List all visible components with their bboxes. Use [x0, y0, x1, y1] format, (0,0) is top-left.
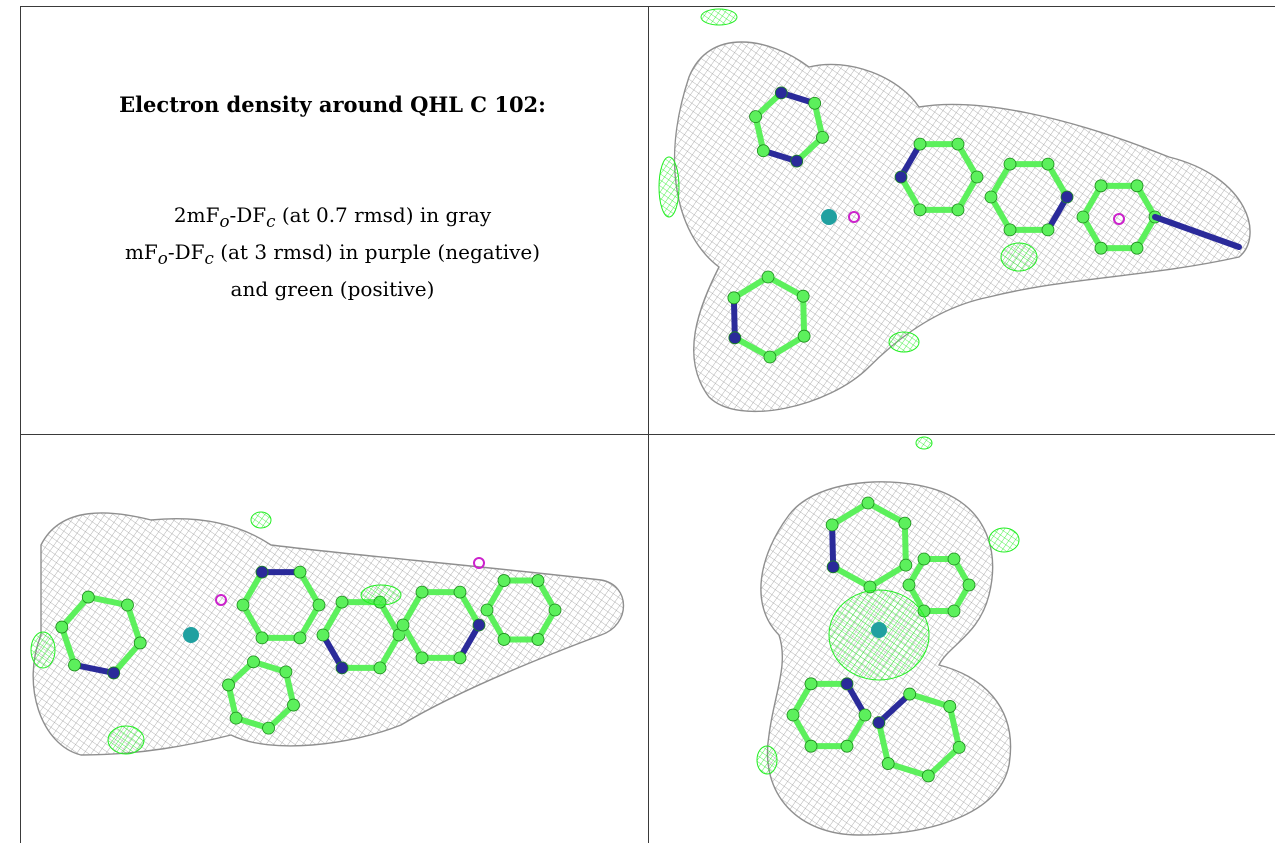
density-view-bottom-left — [21, 435, 648, 843]
caption-title: Electron density around QHL C 102: — [119, 92, 546, 117]
table-border-left — [20, 6, 21, 843]
electron-density-map-icon — [756, 436, 1020, 836]
table-divider-horizontal — [20, 434, 1275, 435]
table-divider-vertical — [648, 6, 649, 843]
caption-legend: 2mFo-DFc (at 0.7 rmsd) in gray mFo-DFc (… — [20, 200, 645, 305]
density-view-top-right — [649, 7, 1275, 434]
legend-line-green: and green (positive) — [230, 277, 435, 301]
electron-density-map-icon — [30, 511, 625, 756]
density-view-bottom-right — [649, 435, 1275, 843]
legend-line-2mfo-dfc: 2mFo-DFc (at 0.7 rmsd) in gray — [173, 203, 492, 231]
table-border-top — [20, 6, 1275, 7]
electron-density-map-icon — [658, 8, 1251, 413]
legend-line-mfo-dfc: mFo-DFc (at 3 rmsd) in purple (negative) — [124, 240, 541, 268]
